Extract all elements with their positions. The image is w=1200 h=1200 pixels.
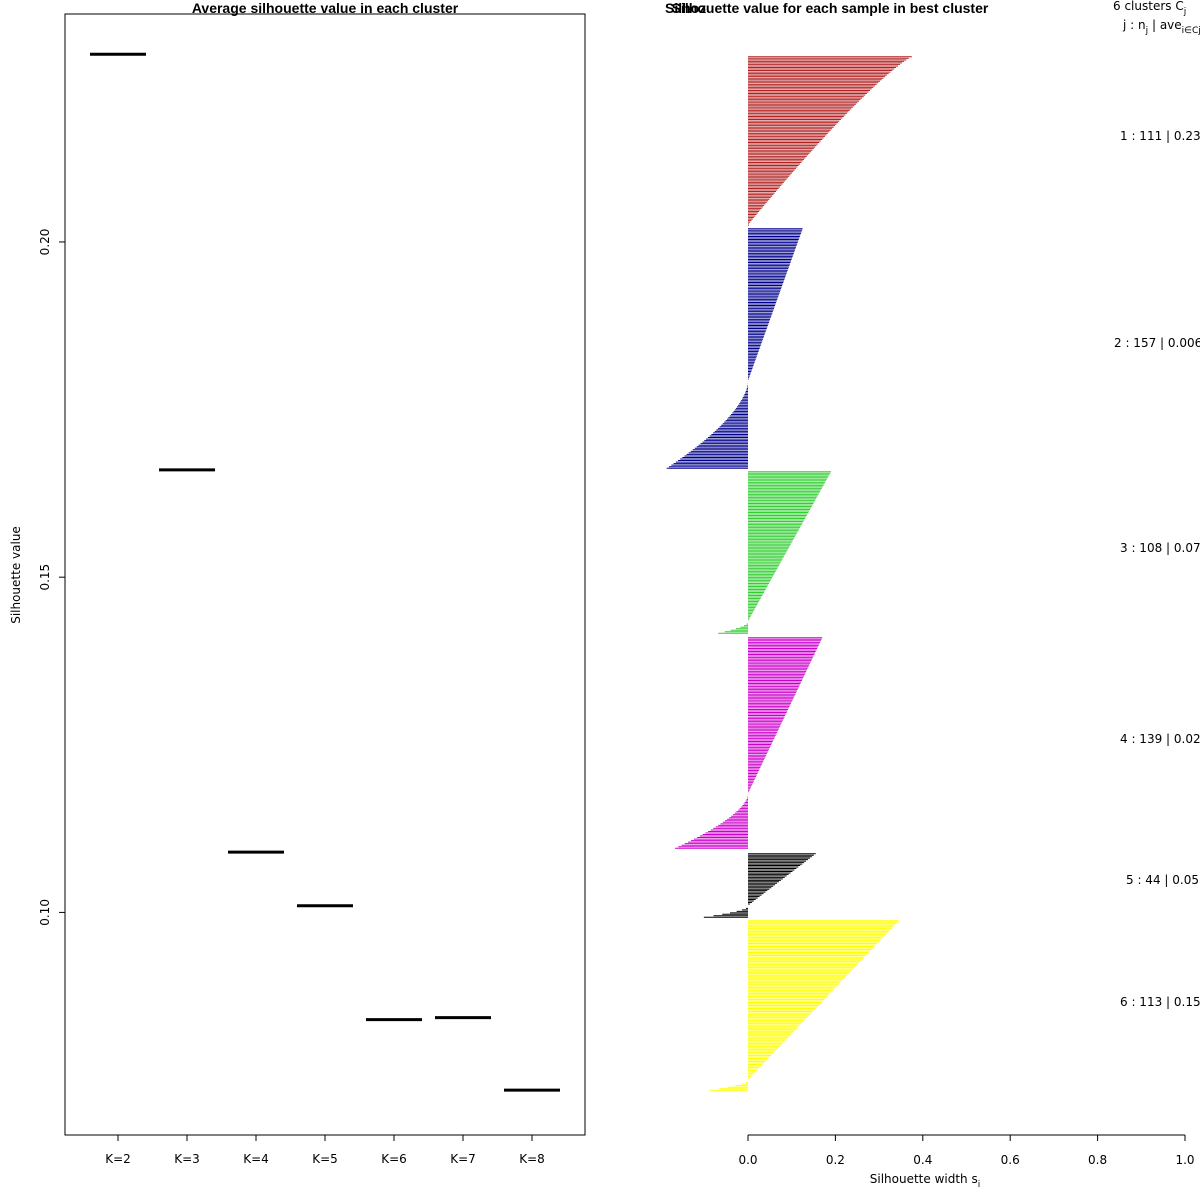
y-tick-label: 0.20: [38, 229, 52, 256]
header-line1: 6 clusters C: [1113, 0, 1184, 13]
cluster-label: 3 : 108 | 0.07: [1120, 541, 1200, 555]
header-line2: j : n: [1122, 18, 1146, 32]
header-line2-sub2: i∈Cj: [1182, 26, 1200, 36]
cluster-label: 6 : 113 | 0.15: [1120, 995, 1200, 1009]
x-tick-label: 0.0: [738, 1153, 757, 1167]
x-tick-label: 0.4: [913, 1153, 932, 1167]
x-tick-label: 0.2: [826, 1153, 845, 1167]
cluster-label: 2 : 157 | 0.006: [1114, 336, 1200, 350]
cluster-count-header: 6 clusters Cj: [1113, 0, 1186, 17]
right-x-label-main: Silhouette width s: [870, 1172, 978, 1186]
left-x-ticks: K=2 K=3 K=4 K=5 K=6 K=7 K=8: [105, 1135, 545, 1166]
header-line1-sub: j: [1183, 7, 1187, 17]
x-tick-label: K=8: [519, 1152, 545, 1166]
right-x-axis-label: Silhouette width si: [870, 1172, 981, 1190]
right-x-label-sub: i: [978, 1180, 981, 1190]
x-tick-label: K=2: [105, 1152, 131, 1166]
cluster-label: 4 : 139 | 0.02: [1120, 732, 1200, 746]
x-tick-label: K=5: [312, 1152, 338, 1166]
x-tick-label: K=3: [174, 1152, 200, 1166]
right-chart: Silhouette value for each sample in best…: [665, 0, 1200, 1190]
y-tick-label: 0.10: [38, 899, 52, 926]
left-y-axis-label: Silhouette value: [9, 526, 23, 624]
left-y-ticks: 0.10 0.15 0.20: [38, 229, 65, 926]
x-tick-label: K=7: [450, 1152, 476, 1166]
header-line2-sub: j: [1145, 26, 1149, 36]
right-x-axis: 0.0 0.2 0.4 0.6 0.8 1.0: [738, 1134, 1195, 1167]
right-chart-title: Silhouette value for each sample in best…: [672, 0, 989, 16]
left-marks: [90, 52, 560, 1092]
header-line2-mid: | ave: [1148, 18, 1182, 32]
y-tick-label: 0.15: [38, 564, 52, 591]
x-tick-label: 0.6: [1001, 1153, 1020, 1167]
left-chart: Average silhouette value in each cluster…: [9, 0, 586, 1166]
x-tick-label: 0.8: [1088, 1153, 1107, 1167]
cluster-label: 1 : 111 | 0.23: [1120, 129, 1200, 143]
column-header: j : nj | avei∈Cj s: [1122, 18, 1200, 36]
right-chart-overlay-text: Silhoz: [665, 0, 706, 16]
x-tick-label: K=6: [381, 1152, 407, 1166]
silhouette-bars: [666, 56, 912, 1091]
x-tick-label: 1.0: [1175, 1153, 1194, 1167]
left-plot-frame: [64, 13, 586, 1136]
left-chart-title: Average silhouette value in each cluster: [192, 0, 459, 16]
cluster-label: 5 : 44 | 0.05: [1126, 873, 1199, 887]
x-tick-label: K=4: [243, 1152, 269, 1166]
cluster-labels: 1 : 111 | 0.23 2 : 157 | 0.006 3 : 108 | 0…: [1114, 129, 1200, 1009]
